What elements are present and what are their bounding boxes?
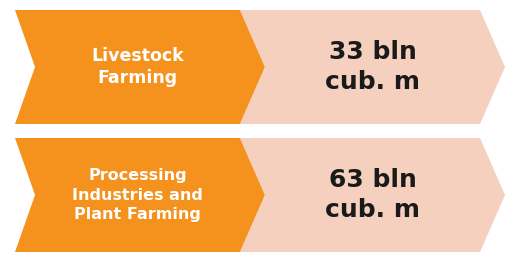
Polygon shape	[15, 10, 265, 124]
Text: Processing
Industries and
Plant Farming: Processing Industries and Plant Farming	[72, 168, 203, 222]
Polygon shape	[240, 10, 505, 124]
Text: Livestock
Farming: Livestock Farming	[91, 47, 184, 88]
Text: 33 bln
cub. m: 33 bln cub. m	[325, 40, 420, 94]
Text: 63 bln
cub. m: 63 bln cub. m	[325, 168, 420, 222]
Polygon shape	[240, 138, 505, 252]
Polygon shape	[15, 138, 265, 252]
